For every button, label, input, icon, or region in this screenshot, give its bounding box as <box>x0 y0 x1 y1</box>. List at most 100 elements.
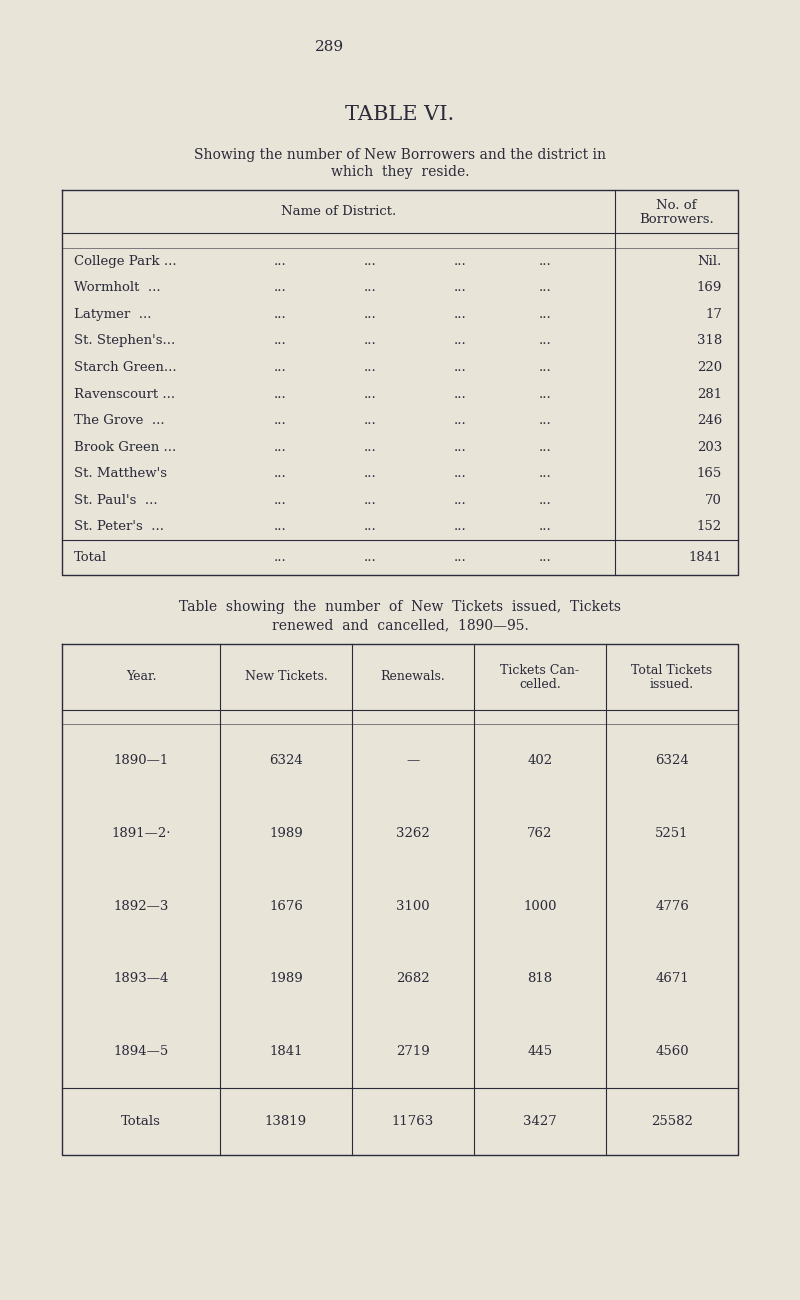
Text: ...: ... <box>274 551 286 564</box>
Text: Brook Green ...: Brook Green ... <box>74 441 176 454</box>
Text: 2719: 2719 <box>396 1045 430 1058</box>
Text: 169: 169 <box>697 281 722 294</box>
Text: Renewals.: Renewals. <box>381 671 446 684</box>
Text: 1894—5: 1894—5 <box>114 1045 169 1058</box>
Text: 4671: 4671 <box>655 972 689 985</box>
Text: 1892—3: 1892—3 <box>114 900 169 913</box>
Text: 1841: 1841 <box>689 551 722 564</box>
Text: 165: 165 <box>697 467 722 480</box>
Text: 289: 289 <box>315 40 345 55</box>
Text: issued.: issued. <box>650 677 694 690</box>
Text: ...: ... <box>454 494 466 507</box>
Text: St. Stephen's...: St. Stephen's... <box>74 334 175 347</box>
Text: 203: 203 <box>697 441 722 454</box>
Text: New Tickets.: New Tickets. <box>245 671 327 684</box>
Text: Latymer  ...: Latymer ... <box>74 308 151 321</box>
Text: ...: ... <box>538 255 551 268</box>
Text: ...: ... <box>274 494 286 507</box>
Text: 1891—2·: 1891—2· <box>111 827 170 840</box>
Text: ...: ... <box>274 361 286 374</box>
Text: ...: ... <box>364 361 376 374</box>
Text: ...: ... <box>364 281 376 294</box>
Text: Total Tickets: Total Tickets <box>631 663 713 676</box>
Text: ...: ... <box>364 551 376 564</box>
Text: ...: ... <box>274 255 286 268</box>
Text: 17: 17 <box>705 308 722 321</box>
Text: 13819: 13819 <box>265 1115 307 1128</box>
Text: ...: ... <box>538 467 551 480</box>
Text: 818: 818 <box>527 972 553 985</box>
Text: 3100: 3100 <box>396 900 430 913</box>
Text: ...: ... <box>364 334 376 347</box>
Text: 246: 246 <box>697 413 722 426</box>
Text: ...: ... <box>274 441 286 454</box>
Text: ...: ... <box>538 441 551 454</box>
Text: ...: ... <box>454 551 466 564</box>
Text: ...: ... <box>364 494 376 507</box>
Text: ...: ... <box>538 551 551 564</box>
Text: Wormholt  ...: Wormholt ... <box>74 281 161 294</box>
Text: 281: 281 <box>697 387 722 400</box>
Text: ...: ... <box>454 334 466 347</box>
Text: ...: ... <box>274 308 286 321</box>
Text: ...: ... <box>538 520 551 533</box>
Text: ...: ... <box>454 255 466 268</box>
Text: —: — <box>406 754 420 767</box>
Text: ...: ... <box>538 281 551 294</box>
Text: ...: ... <box>364 413 376 426</box>
Text: ...: ... <box>454 361 466 374</box>
Text: ...: ... <box>364 467 376 480</box>
Text: ...: ... <box>538 387 551 400</box>
Text: 1989: 1989 <box>269 827 303 840</box>
Text: St. Peter's  ...: St. Peter's ... <box>74 520 164 533</box>
Text: ...: ... <box>364 441 376 454</box>
Text: Nil.: Nil. <box>698 255 722 268</box>
Text: ...: ... <box>274 467 286 480</box>
Text: Borrowers.: Borrowers. <box>639 213 714 226</box>
Text: ...: ... <box>454 308 466 321</box>
Text: ...: ... <box>454 520 466 533</box>
Text: ...: ... <box>538 334 551 347</box>
Text: 3262: 3262 <box>396 827 430 840</box>
Text: St. Paul's  ...: St. Paul's ... <box>74 494 158 507</box>
Text: No. of: No. of <box>656 199 697 212</box>
Text: ...: ... <box>538 361 551 374</box>
Text: ...: ... <box>364 387 376 400</box>
Text: 4776: 4776 <box>655 900 689 913</box>
Text: 1676: 1676 <box>269 900 303 913</box>
Text: College Park ...: College Park ... <box>74 255 177 268</box>
Text: ...: ... <box>364 255 376 268</box>
Text: ...: ... <box>274 413 286 426</box>
Text: Ravenscourt ...: Ravenscourt ... <box>74 387 175 400</box>
Text: 6324: 6324 <box>269 754 303 767</box>
Text: 318: 318 <box>697 334 722 347</box>
Text: 2682: 2682 <box>396 972 430 985</box>
Text: 1989: 1989 <box>269 972 303 985</box>
Text: 762: 762 <box>527 827 553 840</box>
Text: Name of District.: Name of District. <box>281 205 396 218</box>
Text: ...: ... <box>454 467 466 480</box>
Text: 11763: 11763 <box>392 1115 434 1128</box>
Text: 25582: 25582 <box>651 1115 693 1128</box>
Text: 152: 152 <box>697 520 722 533</box>
Text: ...: ... <box>274 334 286 347</box>
Text: ...: ... <box>454 441 466 454</box>
Text: The Grove  ...: The Grove ... <box>74 413 165 426</box>
Text: ...: ... <box>454 413 466 426</box>
Text: celled.: celled. <box>519 677 561 690</box>
Text: 70: 70 <box>705 494 722 507</box>
Text: ...: ... <box>454 281 466 294</box>
Text: Totals: Totals <box>121 1115 161 1128</box>
Text: ...: ... <box>538 413 551 426</box>
Text: 3427: 3427 <box>523 1115 557 1128</box>
Text: 5251: 5251 <box>655 827 689 840</box>
Text: 6324: 6324 <box>655 754 689 767</box>
Text: ...: ... <box>274 281 286 294</box>
Text: 4560: 4560 <box>655 1045 689 1058</box>
Text: TABLE VI.: TABLE VI. <box>346 105 454 124</box>
Text: Starch Green...: Starch Green... <box>74 361 177 374</box>
Text: Year.: Year. <box>126 671 156 684</box>
Text: renewed  and  cancelled,  1890—95.: renewed and cancelled, 1890—95. <box>272 618 528 632</box>
Text: ...: ... <box>538 308 551 321</box>
Text: 1890—1: 1890—1 <box>114 754 169 767</box>
